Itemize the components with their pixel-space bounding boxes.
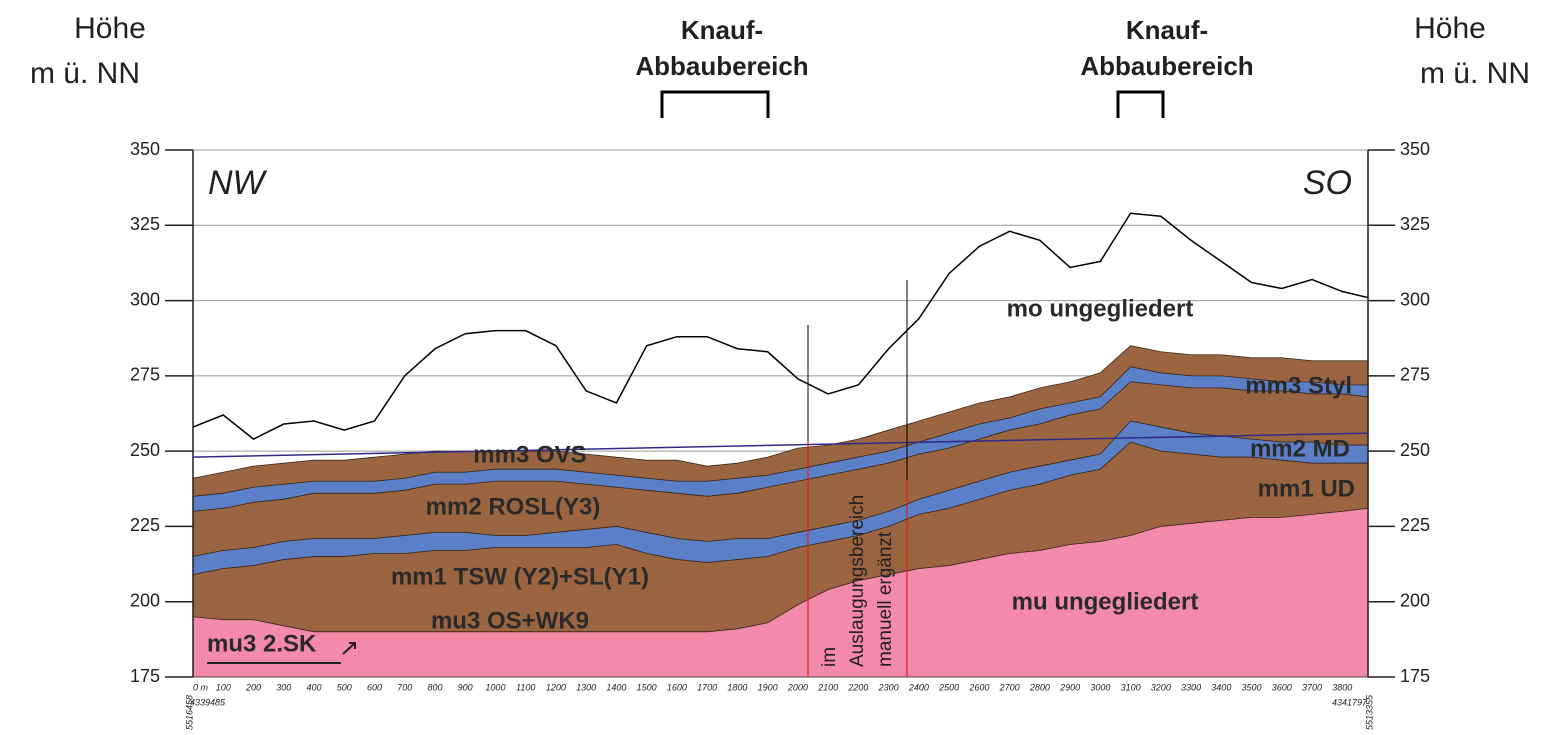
- x-tick-label: 700: [397, 682, 412, 692]
- y2-tick-label: 250: [1400, 440, 1430, 460]
- x-tick-label: 3000: [1090, 682, 1110, 692]
- x-tick-label: 1700: [697, 682, 717, 692]
- y2-tick-label: 300: [1400, 289, 1430, 309]
- x-tick-label: 500: [337, 682, 352, 692]
- y-tick-label: 200: [130, 590, 160, 610]
- annotation: mu ungegliedert: [1012, 588, 1199, 615]
- x-tick-label: 300: [276, 682, 291, 692]
- coordinate: 5513355: [1364, 694, 1374, 730]
- annotation: Auslaugungsbereich: [847, 495, 868, 667]
- x-tick-label: 1800: [727, 682, 747, 692]
- annotation: mm2 ROSL(Y3): [426, 493, 601, 520]
- x-tick-label: 100: [216, 682, 231, 692]
- x-tick-label: 3300: [1181, 682, 1201, 692]
- y2-tick-label: 225: [1400, 515, 1430, 535]
- x-tick-label: 1500: [637, 682, 657, 692]
- annotation: mm3 OVS: [473, 441, 586, 468]
- y-axis-title: Höhe: [74, 12, 146, 45]
- y2-tick-label: 350: [1400, 139, 1430, 159]
- x-tick-label: 900: [458, 682, 473, 692]
- y2-tick-label: 325: [1400, 214, 1430, 234]
- annotation: mm2 MD: [1250, 435, 1350, 462]
- area-header: Abbaubereich: [1080, 51, 1253, 81]
- annotation: mm1 TSW (Y2)+SL(Y1): [391, 563, 649, 590]
- x-tick-label: 1600: [667, 682, 687, 692]
- bracket: [662, 92, 768, 118]
- x-tick-label: 1300: [576, 682, 596, 692]
- y-tick-label: 250: [130, 440, 160, 460]
- x-tick-label: 1200: [546, 682, 566, 692]
- annotation: SO: [1303, 164, 1352, 202]
- annotation: mu3 OS+WK9: [431, 607, 589, 634]
- x-tick-label: 200: [245, 682, 261, 692]
- annotation: NW: [208, 164, 268, 202]
- y2-axis-title: Höhe: [1414, 12, 1486, 45]
- y-tick-label: 175: [130, 666, 160, 686]
- coordinate: 4339485: [190, 697, 226, 707]
- x-tick-label: 2800: [1029, 682, 1050, 692]
- x-tick-label: 2400: [908, 682, 929, 692]
- page: {"chart_data": { "type": "area", "y_labe…: [0, 0, 1547, 735]
- area-header: Knauf-: [1126, 15, 1208, 45]
- x-tick-label: 2900: [1059, 682, 1080, 692]
- x-tick-label: 2300: [878, 682, 899, 692]
- x-tick-label: 2500: [938, 682, 959, 692]
- y-tick-label: 300: [130, 289, 160, 309]
- x-tick-label: 3700: [1302, 682, 1322, 692]
- x-tick-label: 3600: [1272, 682, 1292, 692]
- annotation: mo ungegliedert: [1007, 295, 1194, 322]
- y-tick-label: 350: [130, 139, 160, 159]
- x-tick-label: 3800: [1332, 682, 1352, 692]
- x-tick-label: 0 m: [193, 682, 209, 692]
- y2-tick-label: 200: [1400, 590, 1430, 610]
- y-axis-title: m ü. NN: [30, 57, 140, 90]
- area-header: Abbaubereich: [635, 51, 808, 81]
- chart: 175 200 225 250 275 300 325 350 175 200 225 250 275 3…: [0, 0, 1547, 735]
- area-header: Knauf-: [681, 15, 763, 45]
- annotation: mm3 Styl: [1245, 372, 1352, 399]
- y2-tick-label: 275: [1400, 365, 1430, 385]
- x-tick-label: 800: [427, 682, 442, 692]
- x-tick-label: 2000: [787, 682, 808, 692]
- x-tick-label: 3100: [1121, 682, 1141, 692]
- annotation: mm1 UD: [1258, 475, 1355, 502]
- x-tick-label: 1900: [758, 682, 778, 692]
- x-tick-label: 3400: [1211, 682, 1231, 692]
- x-tick-label: 600: [367, 682, 382, 692]
- x-tick-label: 2600: [968, 682, 989, 692]
- annotation: mu3 2.SK: [207, 630, 317, 657]
- y2-axis-title: m ü. NN: [1420, 57, 1530, 90]
- y-tick-label: 275: [130, 365, 160, 385]
- x-tick-label: 1400: [606, 682, 626, 692]
- bracket: [1118, 92, 1163, 118]
- y-tick-label: 225: [130, 515, 160, 535]
- annotation: manuell ergänzt: [875, 531, 896, 667]
- x-tick-label: 1100: [516, 682, 535, 692]
- layers: [193, 346, 1368, 677]
- x-tick-label: 2100: [817, 682, 838, 692]
- coordinate: 4341797: [1332, 697, 1368, 707]
- x-tick-label: 400: [306, 682, 321, 692]
- annotation: im: [819, 647, 840, 667]
- y-tick-label: 325: [130, 214, 160, 234]
- y2-tick-label: 175: [1400, 666, 1430, 686]
- x-tick-label: 3500: [1242, 682, 1262, 692]
- x-tick-label: 3200: [1151, 682, 1171, 692]
- x-tick-label: 1000: [485, 682, 505, 692]
- x-tick-label: 2200: [847, 682, 868, 692]
- x-tick-label: 2700: [999, 682, 1020, 692]
